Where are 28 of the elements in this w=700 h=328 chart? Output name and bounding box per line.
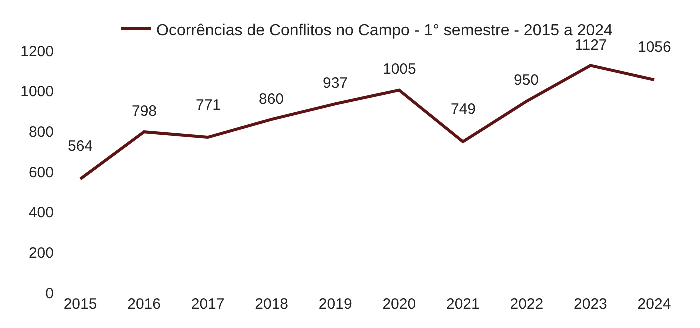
x-tick-label: 2024: [638, 296, 672, 313]
data-label: 564: [68, 138, 94, 155]
legend-label: Ocorrências de Conflitos no Campo - 1° semestre - 2015 a 2024: [156, 22, 614, 40]
data-label: 771: [196, 97, 222, 114]
y-tick-label: 600: [28, 164, 54, 182]
x-tick-label: 2021: [446, 296, 480, 313]
data-label: 749: [451, 101, 476, 118]
y-tick-label: 800: [28, 124, 54, 141]
x-tick-label: 2017: [191, 296, 225, 313]
x-tick-label: 2018: [255, 296, 289, 313]
data-label: 950: [514, 72, 540, 89]
data-label: 798: [132, 103, 158, 120]
x-tick-label: 2023: [574, 296, 608, 313]
y-tick-label: 200: [28, 244, 54, 262]
y-tick-label: 1000: [20, 84, 54, 101]
x-tick-label: 2019: [318, 296, 352, 313]
y-tick-label: 0: [46, 285, 54, 302]
y-tick-label: 400: [28, 204, 54, 222]
data-label: 1056: [638, 39, 672, 56]
data-label: 860: [259, 91, 284, 108]
x-tick-label: 2020: [382, 296, 416, 313]
data-label: 1127: [575, 37, 608, 54]
data-label: 1005: [383, 61, 416, 78]
data-label: 937: [323, 75, 348, 92]
x-tick-label: 2015: [64, 296, 98, 313]
y-tick-label: 1200: [20, 43, 54, 60]
x-tick-label: 2022: [510, 296, 544, 313]
x-tick-label: 2016: [128, 296, 161, 313]
